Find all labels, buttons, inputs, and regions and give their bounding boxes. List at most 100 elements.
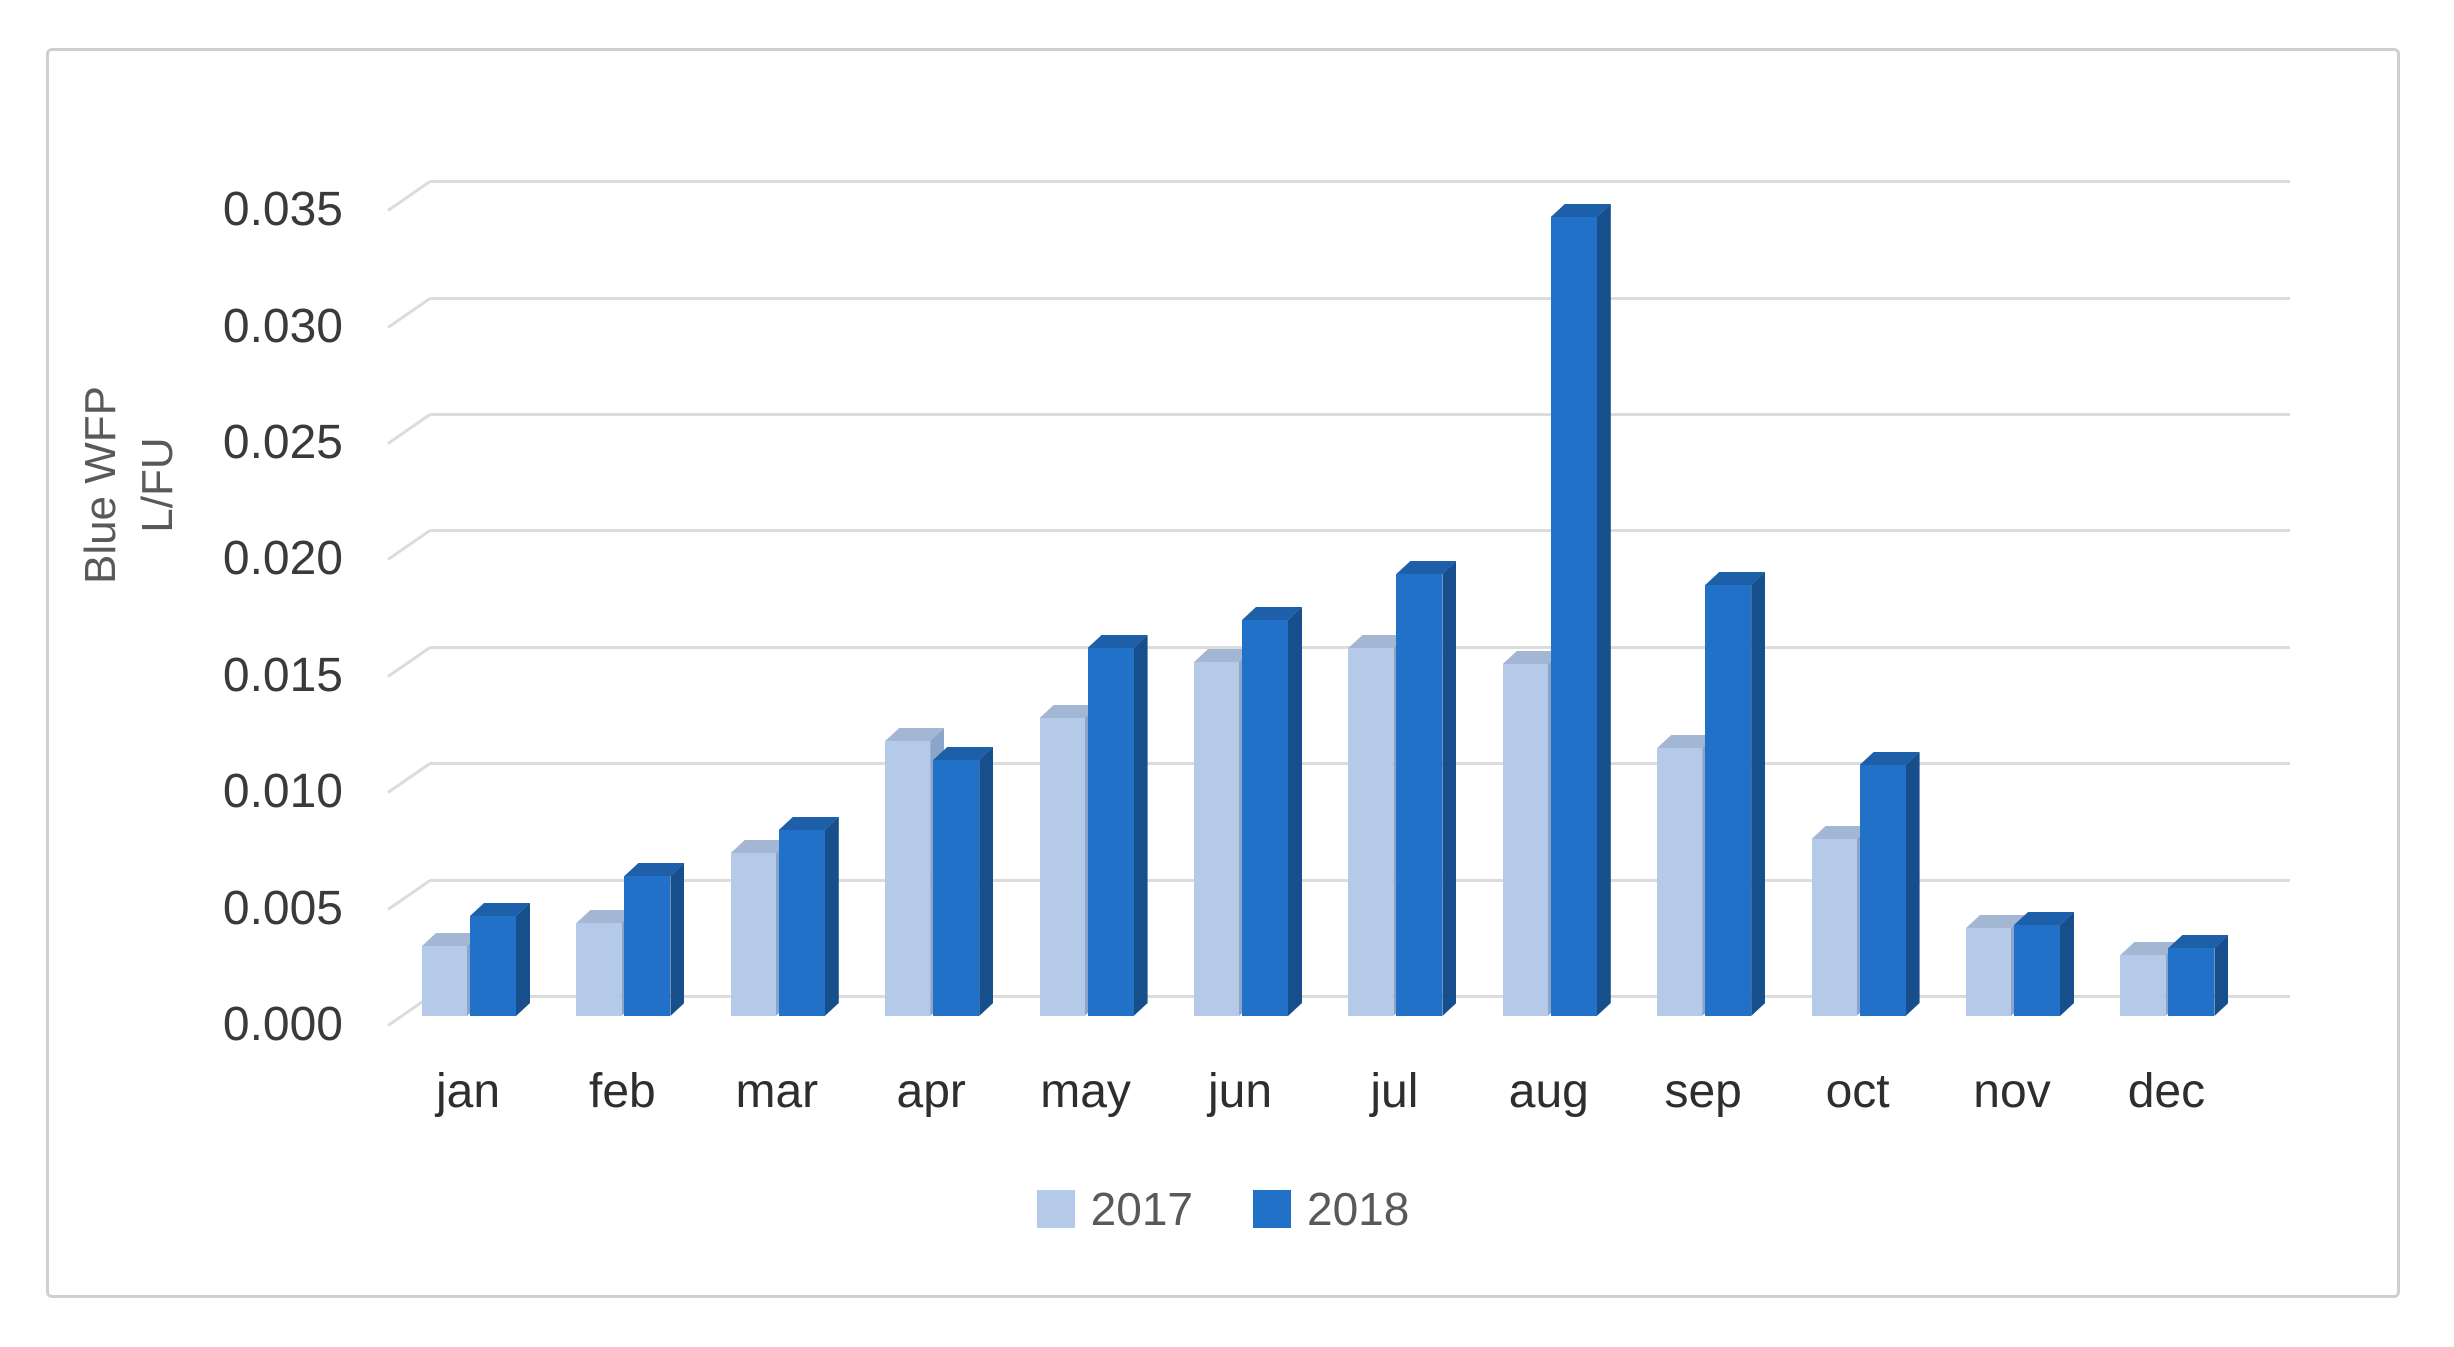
bar-front-face — [885, 741, 931, 1016]
gridline-diagonal — [387, 762, 431, 794]
bar-front-face — [2168, 948, 2215, 1016]
bar-front-face — [1811, 839, 1857, 1016]
bar-top-face — [1194, 649, 1253, 662]
bar-front-face — [1242, 620, 1288, 1016]
bar-top-face — [1705, 572, 1765, 585]
bar-side-face — [1597, 204, 1611, 1016]
x-axis-label-sep: sep — [1664, 1065, 1742, 1118]
bar-2018-may — [1087, 635, 1148, 1016]
bar-front-face — [1966, 928, 2011, 1016]
bar-front-face — [1859, 765, 1906, 1016]
bar-top-face — [1657, 735, 1716, 748]
gridline-diagonal — [387, 296, 431, 329]
bar-front-face — [1194, 662, 1239, 1016]
bar-top-face — [1396, 561, 1456, 574]
bar-top-face — [422, 933, 481, 946]
bar-side-face — [1751, 572, 1765, 1016]
x-axis-label-jan: jan — [435, 1065, 501, 1118]
bar-front-face — [933, 760, 980, 1016]
x-axis-label-may: may — [1040, 1065, 1131, 1118]
legend-swatch-2017 — [1036, 1190, 1075, 1228]
bar-top-face — [1551, 204, 1611, 217]
x-axis-label-jul: jul — [1370, 1065, 1419, 1118]
gridline-diagonal — [387, 413, 431, 445]
y-tick-label: 0.015 — [222, 648, 343, 702]
bar-2018-aug — [1550, 204, 1611, 1016]
bar-top-face — [1966, 915, 2025, 928]
bar-2018-nov — [2014, 912, 2074, 1016]
gridline-diagonal — [387, 878, 431, 911]
gridline-diagonal — [387, 529, 431, 562]
bar-side-face — [516, 903, 530, 1016]
bar-front-face — [730, 853, 776, 1016]
bar-top-face — [1242, 607, 1302, 620]
gridline — [430, 413, 2290, 416]
gridline — [430, 529, 2290, 533]
y-tick-label: 0.000 — [222, 998, 343, 1051]
bar-2018-apr — [933, 747, 993, 1016]
bar-front-face — [1550, 217, 1597, 1016]
bar-side-face — [670, 863, 684, 1016]
bar-top-face — [779, 817, 839, 830]
bar-front-face — [1705, 585, 1752, 1016]
bar-front-face — [1039, 718, 1085, 1016]
bar-front-face — [1502, 664, 1548, 1016]
bar-side-face — [1906, 752, 1920, 1016]
bar-front-face — [1087, 648, 1134, 1016]
bar-2018-jul — [1396, 561, 1456, 1016]
bar-top-face — [576, 910, 635, 923]
bar-2018-jan — [470, 903, 530, 1016]
bar-top-face — [470, 903, 530, 916]
bar-front-face — [1657, 748, 1703, 1016]
bar-side-face — [2214, 935, 2228, 1016]
bar-top-face — [1348, 635, 1407, 648]
bar-front-face — [624, 876, 671, 1016]
bar-front-face — [1396, 574, 1443, 1016]
x-axis-label-nov: nov — [1973, 1065, 2051, 1118]
bar-top-face — [731, 840, 790, 853]
y-tick-label: 0.025 — [222, 416, 343, 469]
bar-top-face — [1503, 651, 1562, 664]
bar-top-face — [2014, 912, 2074, 925]
bar-top-face — [1088, 635, 1148, 648]
bar-side-face — [1288, 607, 1302, 1016]
gridline — [430, 180, 2290, 184]
gridline-diagonal — [387, 646, 431, 678]
bar-side-face — [2060, 912, 2074, 1016]
bar-front-face — [422, 946, 467, 1016]
legend-item-2018: 2018 — [1253, 1186, 1409, 1232]
bar-side-face — [1442, 561, 1456, 1016]
bar-top-face — [624, 863, 684, 876]
bar-side-face — [825, 817, 839, 1016]
legend-label-2018: 2018 — [1307, 1183, 1410, 1235]
bar-top-face — [1812, 826, 1871, 839]
bar-front-face — [778, 830, 825, 1016]
bar-front-face — [576, 923, 622, 1016]
bar-top-face — [2168, 935, 2228, 948]
gridline — [430, 296, 2290, 300]
bar-top-face — [2120, 942, 2179, 955]
bar-side-face — [1134, 635, 1148, 1016]
x-axis-label-oct: oct — [1825, 1065, 1890, 1118]
bar-top-face — [885, 728, 944, 741]
y-tick-label: 0.035 — [222, 183, 343, 237]
bar-front-face — [470, 916, 516, 1016]
bar-front-face — [1348, 648, 1394, 1016]
x-axis-label-jun: jun — [1207, 1065, 1273, 1118]
bar-side-face — [979, 747, 993, 1016]
legend-item-2017: 2017 — [1036, 1183, 1193, 1235]
bar-2018-dec — [2168, 935, 2228, 1016]
legend-label-2017: 2017 — [1090, 1183, 1193, 1235]
bar-top-face — [1860, 752, 1920, 765]
bar-2018-sep — [1705, 572, 1765, 1016]
y-tick-label: 0.010 — [222, 765, 343, 819]
bar-top-face — [933, 747, 993, 760]
legend-swatch-2018 — [1253, 1190, 1291, 1228]
legend: 2017 2018 — [46, 1186, 2400, 1232]
y-tick-label: 0.030 — [222, 299, 343, 353]
x-axis-label-feb: feb — [589, 1065, 656, 1118]
bar-2018-feb — [624, 863, 684, 1016]
gridline-diagonal — [387, 180, 431, 212]
